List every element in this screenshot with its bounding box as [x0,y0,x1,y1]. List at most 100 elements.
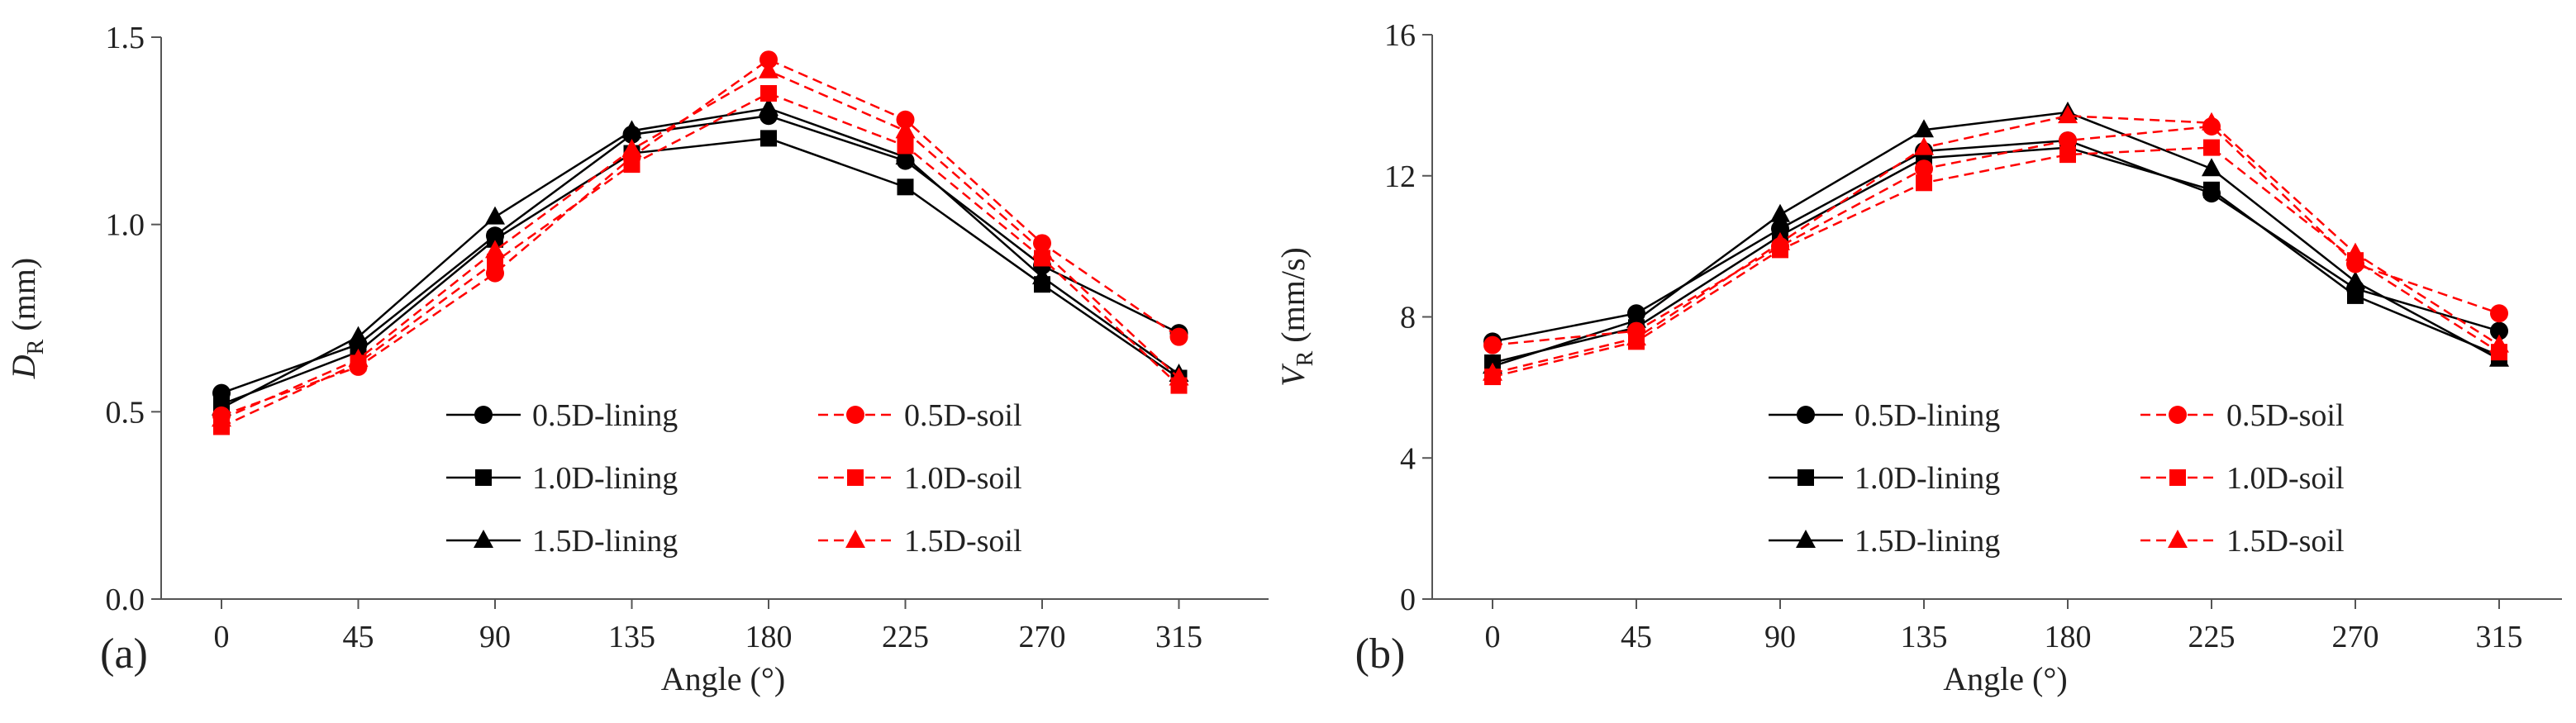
data-point-1.5D-lining [348,326,369,345]
data-point-1.5D-soil [1032,240,1052,259]
data-point-0.5D-soil [1915,159,1933,178]
y-tick-label: 0.5 [106,395,145,430]
y-axis-title-sub: R [23,339,49,354]
data-point-1.5D-lining [895,146,916,165]
y-tick-label: 1.0 [106,208,145,243]
data-point-1.5D-soil [895,120,916,139]
y-axis-title-sub: R [1293,350,1318,366]
y-axis-title-main: V [1274,363,1312,387]
legend-label: 1.0D-lining [1855,461,2000,496]
x-tick-label: 315 [2476,620,2523,654]
data-point-1.5D-lining [1626,309,1646,328]
data-point-1.5D-soil [2202,112,2221,131]
panel-label: (b) [1355,630,1406,678]
data-point-1.0D-lining [2347,287,2364,304]
legend-swatch-marker [2168,530,2188,548]
legend-label: 0.5D-lining [532,398,678,433]
legend-swatch-marker [2169,469,2186,486]
series-line-1.0D-soil [1492,146,2500,378]
panel-label: (a) [100,630,148,678]
legend-label: 1.5D-soil [904,524,1022,559]
legend-label: 1.5D-lining [1855,524,2000,559]
x-axis-title: Angle (°) [661,660,785,697]
legend-label: 0.5D-lining [1855,398,2000,433]
data-point-1.5D-soil [1626,327,1646,346]
data-point-1.5D-soil [485,240,505,259]
panel-b: 0 4 8 12 16 0 45 90 135 180 225 270 315 Angle (°) VR (… [1274,18,2562,697]
y-axis-title: VR (mm/s) [1274,247,1318,387]
data-point-1.5D-lining [1032,266,1052,285]
x-tick-label: 45 [1621,620,1652,654]
legend-swatch-marker [1797,406,1815,424]
x-tick-label: 180 [2045,620,2092,654]
data-point-1.5D-lining [1914,119,1934,138]
y-axis-title-unit: (mm) [5,258,42,340]
legend-label: 0.5D-soil [2226,398,2345,433]
data-point-1.5D-soil [759,59,779,78]
data-point-1.5D-soil [1770,231,1790,250]
data-point-1.5D-soil [1169,367,1189,386]
x-tick-label: 270 [1019,620,1066,654]
data-point-1.5D-lining [1770,203,1790,222]
data-point-0.5D-soil [896,110,915,129]
x-tick-label: 0 [1485,620,1501,654]
data-point-0.5D-soil [2490,304,2508,323]
y-tick-label: 0.0 [106,583,145,617]
data-point-1.0D-lining [487,231,503,248]
x-tick-label: 315 [1155,620,1202,654]
legend-swatch-marker [474,406,493,424]
legend-swatch-marker [474,530,493,548]
x-tick-label: 225 [2188,620,2236,654]
x-tick-label: 45 [343,620,374,654]
data-point-1.5D-soil [2345,242,2365,261]
y-tick-label: 16 [1384,18,1416,53]
series-line-1.0D-soil [221,92,1180,428]
legend-swatch-marker [845,530,865,548]
x-tick-label: 225 [882,620,929,654]
data-point-1.5D-soil [621,139,642,157]
data-point-1.5D-soil [212,408,231,427]
legend-label: 0.5D-soil [904,398,1022,433]
series-line-1.0D-lining [1492,146,2500,364]
y-axis-title-main: D [5,354,42,379]
data-point-1.0D-lining [897,178,914,196]
series-line-0.5D-soil [221,58,1180,417]
series-line-0.5D-lining [221,114,1180,394]
data-point-1.0D-lining [2203,181,2220,198]
data-point-0.5D-soil [1169,327,1188,346]
series-line-1.5D-soil [221,69,1180,421]
data-point-1.0D-soil [760,85,777,102]
data-point-1.5D-lining [621,120,642,139]
x-tick-label: 90 [479,620,511,654]
series-line-1.0D-lining [221,137,1180,406]
x-tick-label: 90 [1764,620,1796,654]
legend-swatch-marker [1797,469,1814,486]
legend-label: 1.5D-soil [2226,524,2345,559]
legend-label: 1.5D-lining [532,524,678,559]
data-point-1.0D-soil [2059,146,2076,164]
y-tick-label: 0 [1400,583,1416,617]
data-point-1.5D-soil [2058,105,2078,124]
legend: 0.5D-lining 1.0D-lining 1.5D-lining 0.5D-so… [446,398,1022,559]
data-point-1.0D-soil [2203,139,2220,156]
data-point-1.5D-lining [2202,158,2221,177]
y-tick-label: 4 [1400,441,1416,476]
legend-swatch-marker [846,406,864,424]
data-point-1.0D-soil [1916,174,1932,192]
legend-label: 1.0D-lining [532,461,678,496]
series-line-0.5D-lining [1492,139,2500,343]
y-axis-title-unit: (mm/s) [1274,247,1312,351]
series-line-1.5D-soil [1492,114,2500,375]
data-point-1.5D-soil [348,348,369,367]
data-point-1.0D-soil [897,137,914,155]
x-tick-label: 270 [2332,620,2379,654]
data-point-0.5D-soil [759,50,778,69]
data-point-1.0D-soil [623,156,640,174]
legend: 0.5D-lining 1.0D-lining 1.5D-lining 0.5D-so… [1769,398,2345,559]
series-line-1.5D-lining [221,107,1180,409]
legend-swatch-marker [1796,530,1816,548]
x-tick-label: 180 [745,620,793,654]
data-point-0.5D-soil [1483,335,1502,354]
x-tick-label: 135 [608,620,655,654]
series-line-1.5D-lining [1492,111,2500,368]
